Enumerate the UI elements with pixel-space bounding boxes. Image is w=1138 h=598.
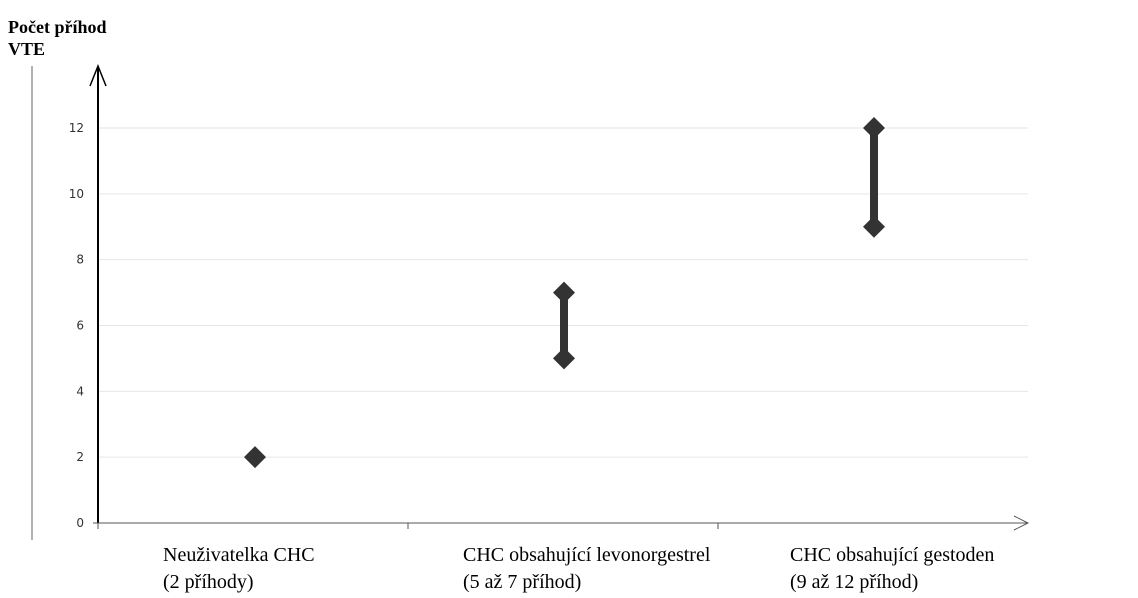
category-note: (2 příhody): [163, 571, 254, 593]
high-marker-2: [863, 117, 885, 139]
category-name: CHC obsahující levonorgestrel: [463, 544, 711, 566]
low-marker-1: [553, 347, 575, 370]
y-tick-label-2: 2: [76, 450, 84, 464]
category-label-gestodene: CHC obsahující gestoden (9 až 12 příhod): [790, 542, 994, 596]
category-name: Neuživatelka CHC: [163, 544, 315, 566]
data-marks: [244, 117, 885, 469]
y-axis-title-line-1: Počet příhod: [8, 17, 107, 37]
category-name: CHC obsahující gestoden: [790, 544, 995, 566]
axes: [89, 63, 1030, 531]
category-note: (5 až 7 příhod): [463, 571, 582, 593]
y-tick-label-6: 6: [76, 319, 84, 333]
y-tick-label-10: 10: [69, 187, 84, 201]
x-axis-arrowhead: [1013, 515, 1030, 531]
category-note: (9 až 12 příhod): [790, 571, 919, 593]
high-marker-1: [553, 281, 575, 304]
y-tick-label-0: 0: [76, 516, 84, 530]
category-label-non-user: Neuživatelka CHC (2 příhody): [163, 542, 315, 596]
point-marker-0: [244, 446, 266, 469]
low-marker-2: [863, 215, 885, 238]
y-axis-arrowhead: [89, 63, 107, 87]
y-axis-title-line-2: VTE: [8, 39, 46, 59]
y-tick-label-12: 12: [69, 121, 84, 135]
y-axis-title: Počet příhod VTE: [8, 16, 107, 60]
y-tick-label-4: 4: [76, 384, 84, 398]
category-label-levonorgestrel: CHC obsahující levonorgestrel (5 až 7 př…: [463, 542, 710, 596]
y-tick-label-8: 8: [76, 253, 84, 267]
y-tick-labels: 0 2 4 6 8 10 12: [69, 121, 84, 530]
